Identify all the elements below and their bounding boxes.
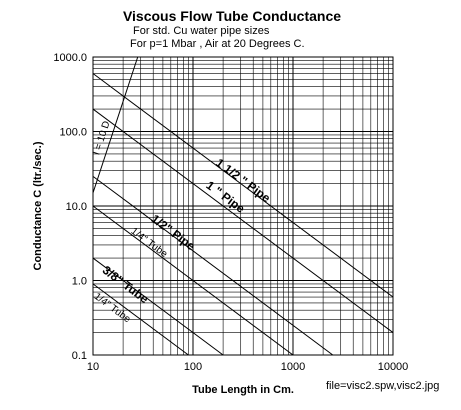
footnote: file=visc2.spw,visc2.jpg (326, 380, 439, 392)
chart-subtitle-1: For std. Cu water pipe sizes (133, 25, 270, 37)
y-axis-label: Conductance C (ltr./sec.) (32, 141, 44, 270)
series-line-6 (92, 56, 139, 194)
series-lines (92, 56, 394, 356)
y-tick-label: 100.0 (59, 127, 87, 139)
series-line-1 (92, 108, 394, 333)
chart-title: Viscous Flow Tube Conductance (123, 8, 341, 24)
x-tick-label: 1000 (281, 361, 305, 373)
series-line-0 (92, 73, 394, 298)
series-line-2 (92, 175, 334, 356)
x-tick-label: 10000 (378, 361, 409, 373)
chart-subtitle-2: For p=1 Mbar , Air at 20 Degrees C. (130, 38, 305, 50)
x-axis-label: Tube Length in Cm. (192, 384, 294, 396)
series-line-4 (92, 257, 224, 356)
grid (93, 57, 393, 355)
series-line-3 (92, 205, 294, 356)
tick-labels: 10 100 1000 10000 0.1 1.0 10.0 100.0 1000.0 (53, 52, 408, 373)
series-label-5: 1/4" Tube (92, 291, 133, 325)
y-tick-label: 1.0 (72, 276, 87, 288)
x-tick-label: 100 (184, 361, 202, 373)
y-tick-label: 0.1 (72, 350, 87, 362)
x-tick-label: 10 (87, 361, 99, 373)
y-tick-label: 1000.0 (53, 52, 87, 64)
y-tick-label: 10.0 (66, 201, 87, 213)
series-label-6: l = 10 D (91, 120, 112, 156)
series-line-5 (92, 283, 189, 356)
